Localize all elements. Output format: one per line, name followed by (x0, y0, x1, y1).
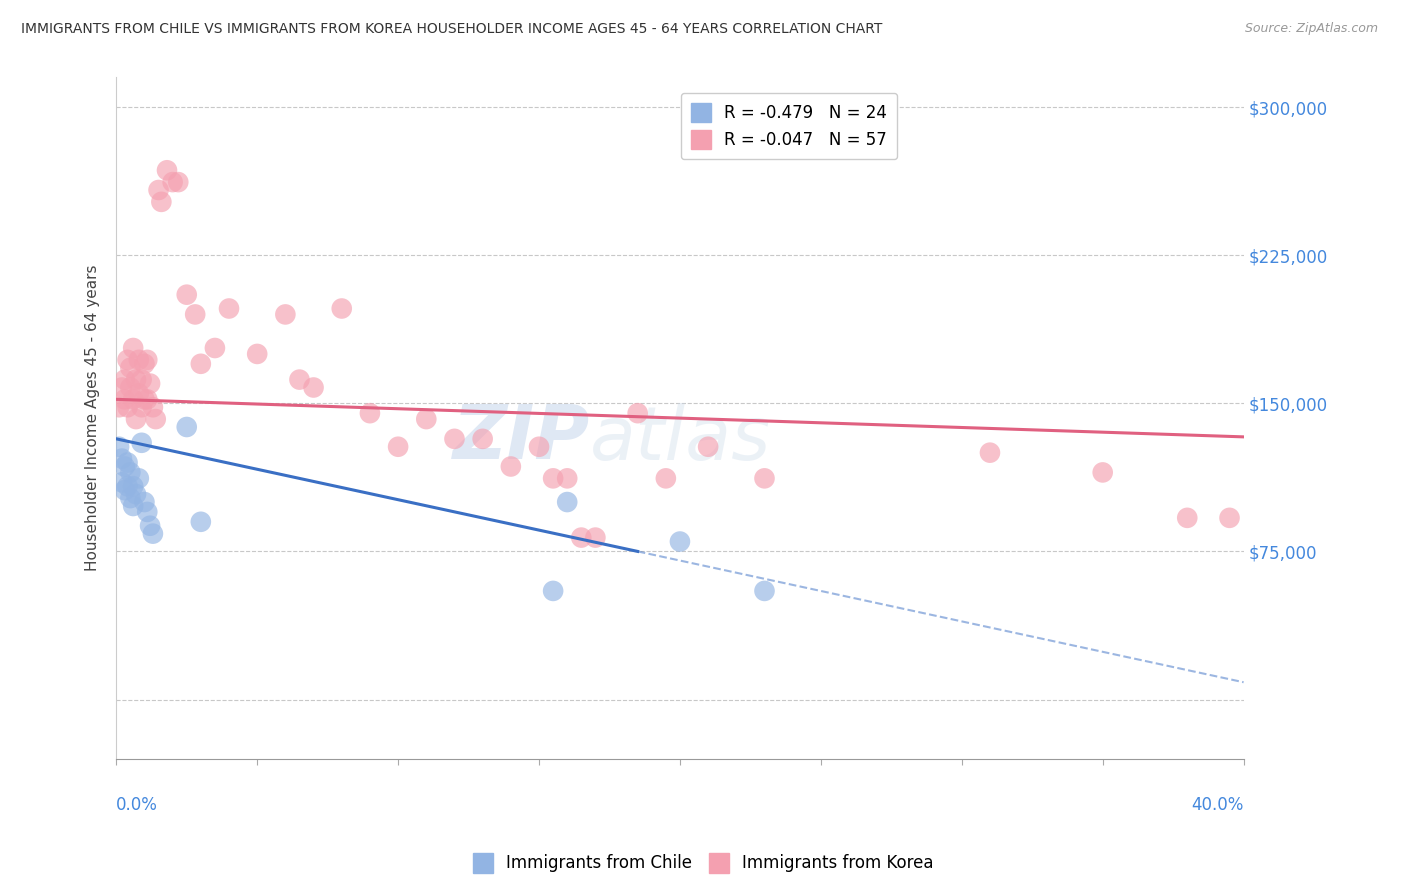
Text: atlas: atlas (589, 402, 770, 475)
Point (117, 479, 139, 493)
Point (128, 352, 150, 367)
Point (359, 406, 381, 420)
Point (176, 287, 198, 301)
Point (569, 531, 592, 545)
Point (120, 466, 142, 480)
Point (134, 495, 156, 509)
Point (136, 392, 159, 407)
Point (148, 183, 170, 197)
Point (117, 352, 139, 367)
Point (184, 307, 207, 321)
Point (125, 373, 148, 387)
Point (1175, 511, 1198, 525)
Point (162, 175, 184, 189)
Point (330, 301, 353, 316)
Point (125, 412, 148, 426)
Text: 40.0%: 40.0% (1191, 797, 1244, 814)
Point (117, 456, 139, 470)
Point (443, 432, 465, 446)
Point (117, 401, 139, 415)
Point (114, 373, 136, 387)
Point (134, 357, 156, 371)
Point (125, 487, 148, 501)
Point (302, 380, 325, 394)
Text: ZIP: ZIP (453, 402, 589, 475)
Point (128, 471, 150, 485)
Point (583, 531, 606, 545)
Point (145, 412, 167, 426)
Point (114, 483, 136, 498)
Text: Source: ZipAtlas.com: Source: ZipAtlas.com (1244, 22, 1378, 36)
Point (142, 526, 165, 541)
Point (108, 401, 131, 415)
Point (669, 534, 692, 549)
Point (627, 406, 650, 420)
Point (131, 435, 153, 450)
Point (111, 380, 134, 394)
Point (274, 307, 297, 321)
Point (111, 451, 134, 466)
Point (139, 518, 162, 533)
Point (979, 445, 1001, 459)
Point (190, 515, 212, 529)
Point (128, 386, 150, 401)
Point (387, 440, 409, 454)
Point (471, 432, 494, 446)
Point (218, 301, 240, 316)
Point (541, 583, 564, 598)
Text: IMMIGRANTS FROM CHILE VS IMMIGRANTS FROM KOREA HOUSEHOLDER INCOME AGES 45 - 64 Y: IMMIGRANTS FROM CHILE VS IMMIGRANTS FROM… (21, 22, 883, 37)
Point (136, 352, 159, 367)
Point (120, 360, 142, 375)
Point (1218, 511, 1240, 525)
Point (204, 341, 226, 355)
Point (754, 471, 776, 485)
Point (111, 475, 134, 490)
Point (415, 412, 437, 426)
Point (1091, 466, 1114, 480)
Point (246, 347, 269, 361)
Point (136, 505, 159, 519)
Point (190, 357, 212, 371)
Point (134, 392, 156, 407)
Point (120, 491, 142, 505)
Legend: Immigrants from Chile, Immigrants from Korea: Immigrants from Chile, Immigrants from K… (465, 847, 941, 880)
Point (655, 471, 678, 485)
Point (541, 471, 564, 485)
Point (108, 440, 131, 454)
Point (122, 392, 145, 407)
Point (120, 380, 142, 394)
Point (555, 471, 578, 485)
Text: 0.0%: 0.0% (117, 797, 157, 814)
Point (139, 376, 162, 391)
Point (156, 163, 179, 178)
Point (122, 341, 145, 355)
Y-axis label: Householder Income Ages 45 - 64 years: Householder Income Ages 45 - 64 years (86, 265, 100, 572)
Point (114, 392, 136, 407)
Point (176, 420, 198, 434)
Point (114, 459, 136, 474)
Point (754, 583, 776, 598)
Point (555, 495, 578, 509)
Point (697, 440, 720, 454)
Point (131, 373, 153, 387)
Point (150, 194, 173, 209)
Point (142, 401, 165, 415)
Point (499, 459, 522, 474)
Point (167, 175, 190, 189)
Point (288, 373, 311, 387)
Point (122, 499, 145, 513)
Legend: R = -0.479   N = 24, R = -0.047   N = 57: R = -0.479 N = 24, R = -0.047 N = 57 (681, 93, 897, 160)
Point (527, 440, 550, 454)
Point (131, 401, 153, 415)
Point (122, 479, 145, 493)
